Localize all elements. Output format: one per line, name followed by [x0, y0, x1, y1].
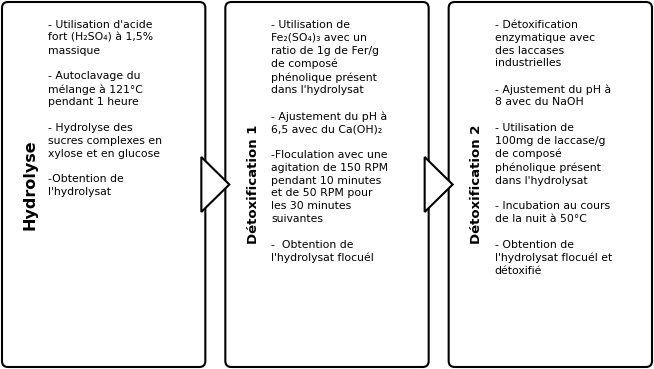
Text: Détoxification 2: Détoxification 2: [470, 125, 483, 244]
Text: - Utilisation d'acide
fort (H₂SO₄) à 1,5%
massique

- Autoclavage du
mélange à 1: - Utilisation d'acide fort (H₂SO₄) à 1,5…: [48, 20, 162, 197]
Text: - Détoxification
enzymatique avec
des laccases
industrielles

- Ajustement du pH: - Détoxification enzymatique avec des la…: [494, 20, 612, 276]
FancyBboxPatch shape: [2, 2, 205, 367]
FancyBboxPatch shape: [449, 2, 652, 367]
Text: Hydrolyse: Hydrolyse: [22, 139, 37, 230]
Text: - Utilisation de
Fe₂(SO₄)₃ avec un
ratio de 1g de Fer/g
de composé
phénolique pr: - Utilisation de Fe₂(SO₄)₃ avec un ratio…: [271, 20, 388, 263]
Polygon shape: [424, 157, 453, 212]
Text: Détoxification 1: Détoxification 1: [247, 125, 260, 244]
FancyBboxPatch shape: [226, 2, 428, 367]
Polygon shape: [201, 157, 230, 212]
